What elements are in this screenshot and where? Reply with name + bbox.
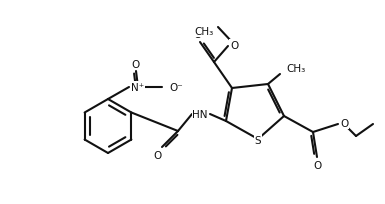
Text: O: O xyxy=(230,41,238,51)
Text: O: O xyxy=(340,118,348,128)
Text: CH₃: CH₃ xyxy=(195,27,214,37)
Text: O: O xyxy=(193,30,201,40)
Text: O: O xyxy=(131,60,139,70)
Text: S: S xyxy=(255,135,261,145)
Text: O: O xyxy=(154,150,162,160)
Text: N⁺: N⁺ xyxy=(131,83,145,93)
Text: O⁻: O⁻ xyxy=(169,83,183,93)
Text: O: O xyxy=(314,160,322,170)
Text: CH₃: CH₃ xyxy=(286,64,305,74)
Text: HN: HN xyxy=(192,110,208,119)
